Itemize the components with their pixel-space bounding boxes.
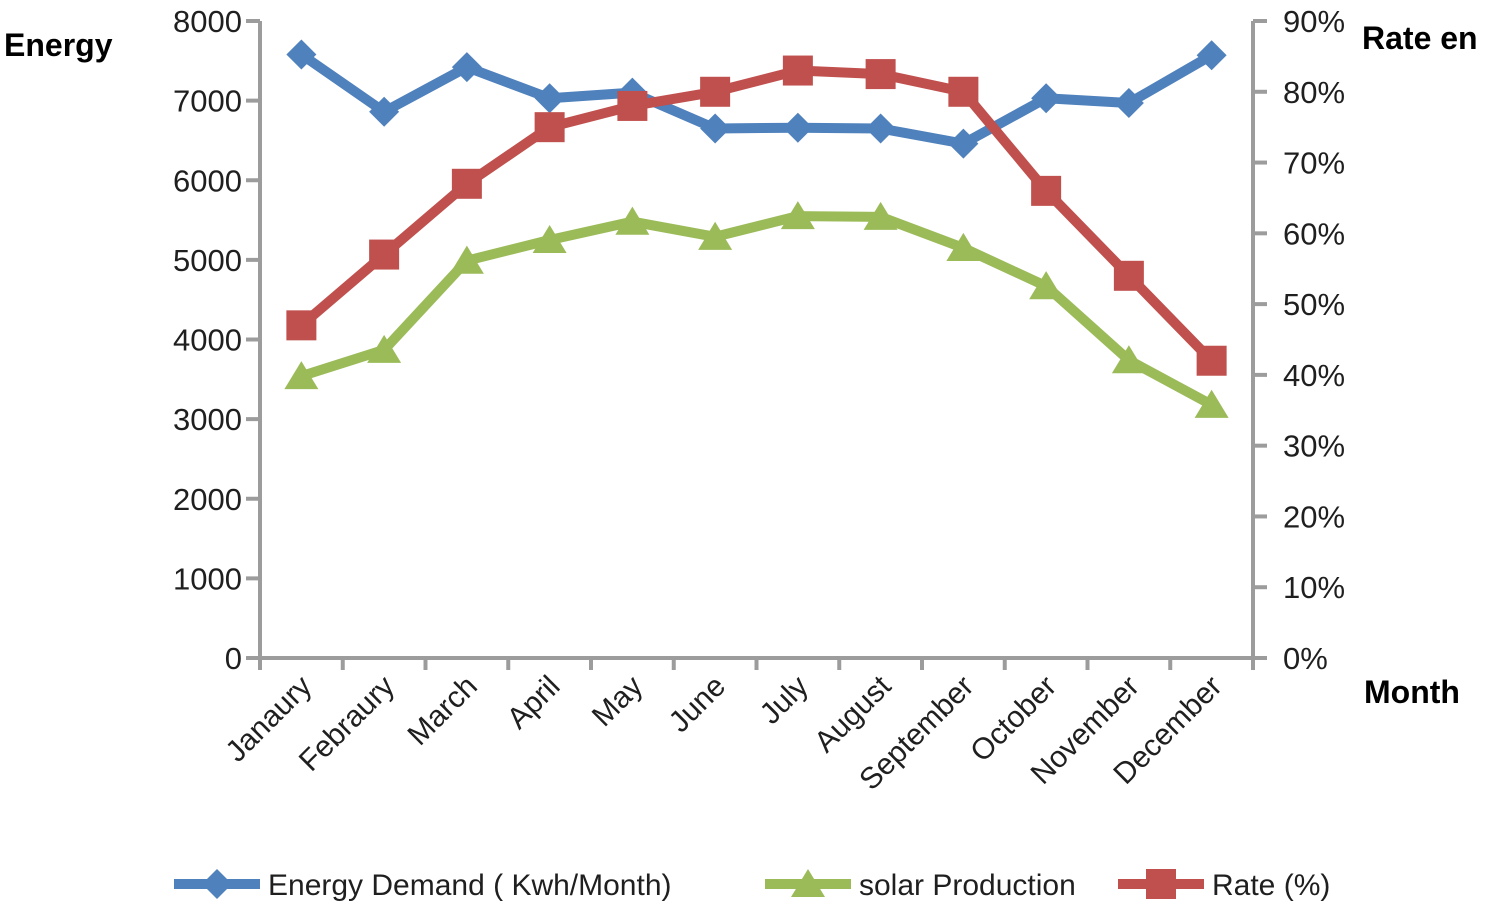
legend-marker-energy-demand-kwh-month [202,869,232,899]
left-axis-tick-label: 2000 [173,482,242,517]
right-axis-tick-label: 30% [1283,429,1345,464]
legend: Energy Demand ( Kwh/Month) solar Producti… [174,869,1330,902]
series-marker-solar-production [367,334,402,363]
series-marker-solar-production [532,224,567,254]
right-axis-tick-label: 0% [1283,641,1328,676]
series-marker-energy-demand-kwh-month [1031,83,1062,114]
legend-item-energy-demand-kwh-month: Energy Demand ( Kwh/Month) [174,869,672,902]
right-axis-tick-label: 10% [1283,570,1345,605]
series-marker-energy-demand-kwh-month [534,83,565,114]
left-axis-tick-label: 0 [225,641,242,676]
series-marker-rate [286,310,317,341]
series-marker-solar-production [284,361,319,390]
series-marker-solar-production [449,245,484,274]
left-axis-tick-label: 1000 [173,561,242,596]
series-marker-solar-production [1111,345,1146,374]
series-marker-rate [948,76,979,107]
axes-layer [246,19,1267,670]
series-marker-energy-demand-kwh-month [700,113,731,144]
series-marker-energy-demand-kwh-month [948,128,979,159]
series-marker-solar-production [946,232,981,261]
series-marker-solar-production [1194,389,1229,418]
x-axis-category-label: March [402,670,484,752]
left-axis-tick-label: 7000 [173,84,242,119]
series-marker-rate [782,55,813,86]
right-axis-tick-label: 90% [1283,4,1345,39]
right-axis-tick-label: 20% [1283,499,1345,534]
legend-marker-solar-production [791,869,825,898]
series-line-energy-demand-kwh-month [296,49,1217,149]
right-axis-title: Rate en [1362,20,1478,56]
series-line-solar-production [296,211,1217,410]
series-layer [284,39,1229,418]
series-marker-rate [700,76,731,107]
x-axis-category-label: June [663,670,732,739]
series-marker-rate [369,239,400,270]
series-marker-energy-demand-kwh-month [1196,40,1227,71]
x-axis-title: Month [1364,674,1460,710]
series-marker-rate [1113,260,1144,291]
right-axis-tick-label: 60% [1283,216,1345,251]
right-axis-tick-label: 70% [1283,146,1345,181]
series-marker-solar-production [863,201,898,230]
series-marker-solar-production [780,201,815,230]
series-marker-energy-demand-kwh-month [286,39,317,70]
series-marker-solar-production [698,221,733,250]
left-axis-tick-label: 8000 [173,4,242,39]
series-marker-rate [534,112,565,143]
legend-marker-rate [1146,869,1176,899]
series-marker-energy-demand-kwh-month [369,96,400,127]
legend-label-energy-demand-kwh-month: Energy Demand ( Kwh/Month) [268,869,672,902]
series-marker-solar-production [615,206,650,235]
left-axis-tick-label: 6000 [173,163,242,198]
legend-label-solar-production: solar Production [859,869,1076,902]
series-marker-rate [1031,175,1062,206]
x-axis-category-label: July [754,670,815,731]
x-axis-category-label: April [501,670,567,736]
tick-labels-layer: 0 1000 2000 3000 4000 5000 6000 7000 8000 0% 10% 20… [173,4,1345,797]
series-marker-solar-production [1029,271,1064,300]
series-marker-energy-demand-kwh-month [451,52,482,83]
left-axis-tick-label: 4000 [173,323,242,358]
legend-item-rate: Rate (%) [1118,869,1330,902]
x-axis-category-label: May [586,670,649,733]
series-marker-rate [451,168,482,199]
series-marker-rate [617,90,648,121]
series-marker-energy-demand-kwh-month [782,112,813,143]
series-marker-rate [1196,345,1227,376]
left-axis-title: Energy [4,27,113,63]
legend-label-rate: Rate (%) [1212,869,1330,902]
legend-item-solar-production: solar Production [765,869,1076,902]
series-marker-energy-demand-kwh-month [865,113,896,144]
left-axis-tick-label: 5000 [173,243,242,278]
right-axis-tick-label: 40% [1283,358,1345,393]
right-axis-tick-label: 50% [1283,287,1345,322]
series-marker-rate [865,59,896,90]
left-axis-tick-label: 3000 [173,402,242,437]
right-axis-tick-label: 80% [1283,75,1345,110]
series-marker-energy-demand-kwh-month [1113,88,1144,119]
